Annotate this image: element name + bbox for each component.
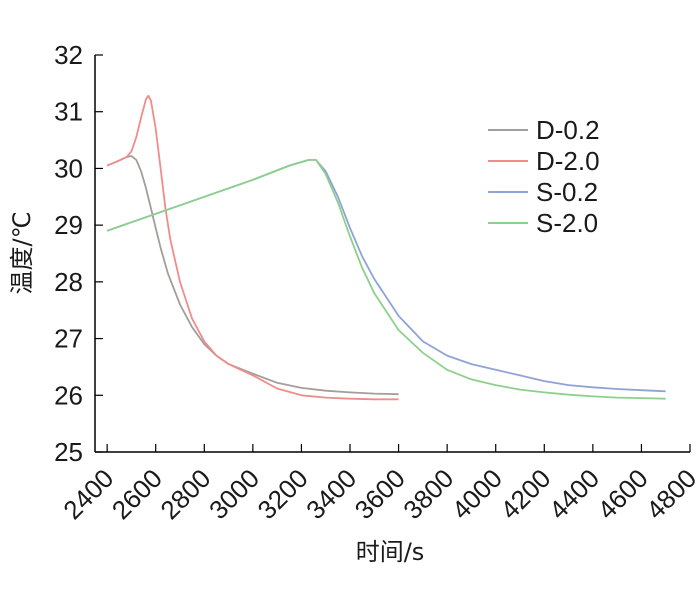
y-ticks: 25 26 27 28 29 30 31 32 xyxy=(54,40,103,467)
x-tick-label: 2800 xyxy=(154,463,216,525)
y-tick-label: 29 xyxy=(54,210,83,240)
plot-area xyxy=(94,55,690,453)
x-ticks: 2400260028003000320034003600380040004200… xyxy=(57,444,699,525)
x-tick-label: 4000 xyxy=(446,463,508,525)
series-lines xyxy=(106,94,666,401)
y-tick-label: 25 xyxy=(54,437,83,467)
x-tick-label: 4800 xyxy=(640,463,699,525)
series-line-D-2.0 xyxy=(106,94,399,401)
x-tick-label: 3600 xyxy=(349,463,411,525)
x-tick-label: 3400 xyxy=(300,463,362,525)
y-tick-label: 27 xyxy=(54,324,83,354)
x-tick-label: 2600 xyxy=(106,463,168,525)
x-tick-label: 3800 xyxy=(397,463,459,525)
series-line-S-2.0 xyxy=(106,159,666,400)
y-tick-label: 28 xyxy=(54,267,83,297)
legend-label: D-2.0 xyxy=(536,146,600,176)
x-tick-label: 4600 xyxy=(592,463,654,525)
x-tick-label: 4200 xyxy=(494,463,556,525)
legend-label: S-0.2 xyxy=(536,177,598,207)
x-tick-label: 2400 xyxy=(57,463,119,525)
x-axis-title: 时间/s xyxy=(356,538,425,566)
y-tick-label: 30 xyxy=(54,153,83,183)
series-line-D-0.2 xyxy=(106,155,399,396)
y-axis-title: 温度/℃ xyxy=(8,211,36,294)
x-tick-label: 4400 xyxy=(543,463,605,525)
y-tick-label: 26 xyxy=(54,380,83,410)
legend-label: D-0.2 xyxy=(536,115,600,145)
x-tick-label: 3200 xyxy=(252,463,314,525)
y-tick-label: 32 xyxy=(54,40,83,70)
y-tick-label: 31 xyxy=(54,97,83,127)
x-tick-label: 3000 xyxy=(203,463,265,525)
legend: D-0.2D-2.0S-0.2S-2.0 xyxy=(488,115,600,238)
legend-label: S-2.0 xyxy=(536,208,598,238)
